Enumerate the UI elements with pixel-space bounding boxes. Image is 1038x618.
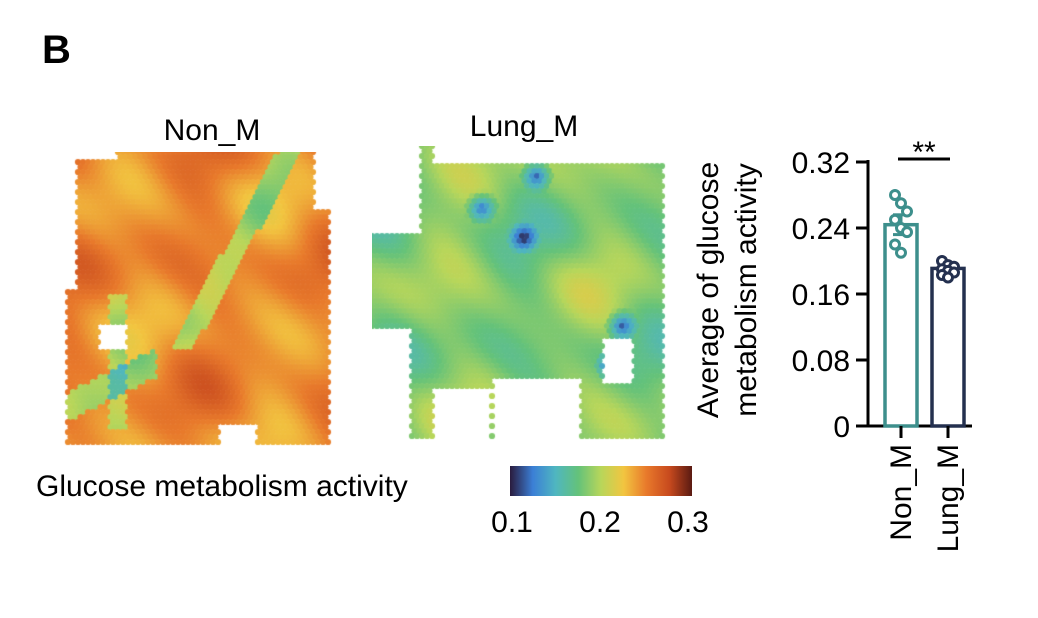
spatial-map-non-m	[58, 152, 338, 452]
data-point	[942, 271, 954, 284]
colorbar-label: Glucose metabolism activity	[36, 470, 408, 503]
y-tick-label: 0.16	[792, 279, 850, 312]
colorbar-tick-0: 0.1	[491, 506, 533, 539]
y-tick-label: 0.08	[792, 345, 850, 378]
data-point	[901, 226, 913, 239]
y-axis-label-line-2: metabolism activity	[730, 163, 763, 416]
map-title-non-m: Non_M	[163, 114, 261, 147]
colorbar-tick-2: 0.3	[667, 506, 709, 539]
data-point	[895, 246, 907, 259]
significance-label: **	[912, 136, 936, 169]
panel-label: B	[42, 28, 71, 72]
x-tick-label: Non_M	[885, 444, 918, 541]
data-point	[889, 238, 901, 251]
y-axis-label-line-1: Average of glucose	[692, 162, 725, 418]
y-tick-label: 0.32	[792, 147, 850, 180]
data-point	[895, 197, 907, 210]
y-tick-label: 0.24	[792, 213, 850, 246]
data-point	[901, 205, 913, 218]
colorbar-gradient	[510, 466, 692, 496]
colorbar-tick-1: 0.2	[579, 506, 621, 539]
y-tick-label: 0	[833, 411, 850, 444]
map-title-lung-m: Lung_M	[469, 110, 579, 143]
data-point	[889, 189, 901, 201]
x-tick-label: Lung_M	[932, 444, 965, 552]
bar-lung-m	[930, 266, 966, 428]
spatial-map-lung-m	[372, 146, 672, 446]
data-point	[889, 213, 901, 226]
